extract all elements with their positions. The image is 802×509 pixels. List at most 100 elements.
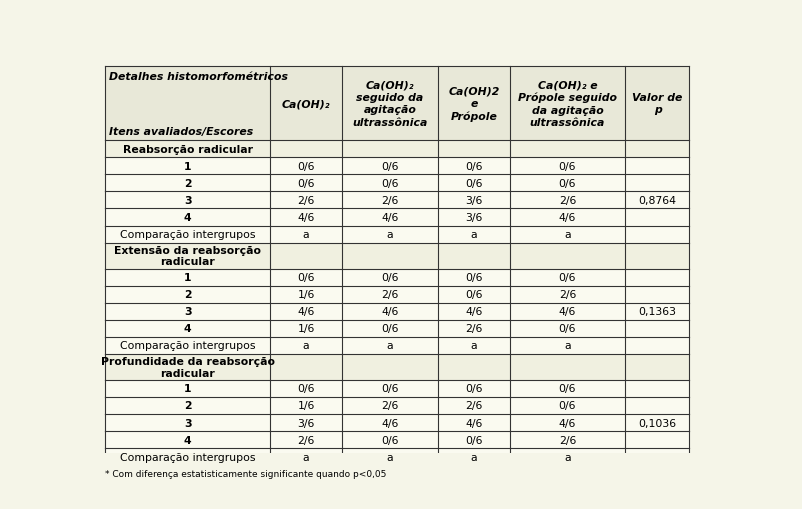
Text: 0/6: 0/6 xyxy=(297,384,314,393)
Text: 2/6: 2/6 xyxy=(381,195,399,206)
Text: Itens avaliados/Escores: Itens avaliados/Escores xyxy=(109,127,253,137)
Text: * Com diferença estatisticamente significante quando p<0,05: * Com diferença estatisticamente signifi… xyxy=(105,469,387,478)
Text: 4/6: 4/6 xyxy=(381,213,399,222)
Bar xyxy=(105,337,688,354)
Text: 2/6: 2/6 xyxy=(558,435,575,445)
Text: 0/6: 0/6 xyxy=(381,179,399,188)
Text: 2/6: 2/6 xyxy=(465,401,482,411)
Text: 3/6: 3/6 xyxy=(465,213,482,222)
Bar xyxy=(105,320,688,337)
Bar xyxy=(105,431,688,448)
Bar xyxy=(105,158,688,175)
Text: 0/6: 0/6 xyxy=(464,384,482,393)
Text: 0/6: 0/6 xyxy=(464,272,482,282)
Text: 2/6: 2/6 xyxy=(558,195,575,206)
Text: a: a xyxy=(564,452,570,462)
Text: 2/6: 2/6 xyxy=(465,324,482,334)
Text: 0/6: 0/6 xyxy=(464,179,482,188)
Text: 0/6: 0/6 xyxy=(297,272,314,282)
Bar xyxy=(105,397,688,414)
Text: a: a xyxy=(470,452,477,462)
Text: 0/6: 0/6 xyxy=(297,179,314,188)
Text: 2/6: 2/6 xyxy=(558,290,575,300)
Text: 3: 3 xyxy=(184,418,192,428)
Text: 0/6: 0/6 xyxy=(381,324,399,334)
Bar xyxy=(105,209,688,226)
Bar xyxy=(105,243,688,269)
Text: 0/6: 0/6 xyxy=(558,272,576,282)
Bar xyxy=(105,354,688,380)
Text: Detalhes histomorfométricos: Detalhes histomorfométricos xyxy=(109,72,288,81)
Text: 0/6: 0/6 xyxy=(464,290,482,300)
Text: 0/6: 0/6 xyxy=(381,384,399,393)
Text: 1/6: 1/6 xyxy=(297,324,314,334)
Text: 0,1363: 0,1363 xyxy=(638,306,676,317)
Text: a: a xyxy=(470,341,477,351)
Text: 0/6: 0/6 xyxy=(464,161,482,172)
Text: 0,8764: 0,8764 xyxy=(638,195,676,206)
Text: 0/6: 0/6 xyxy=(558,324,576,334)
Text: Comparação intergrupos: Comparação intergrupos xyxy=(120,341,255,351)
Bar xyxy=(105,67,688,140)
Text: 0,1036: 0,1036 xyxy=(638,418,676,428)
Text: 0/6: 0/6 xyxy=(381,435,399,445)
Text: Ca(OH)₂ e
Própole seguido
da agitação
ultrassônica: Ca(OH)₂ e Própole seguido da agitação ul… xyxy=(517,80,616,128)
Text: 1: 1 xyxy=(184,161,192,172)
Text: 4/6: 4/6 xyxy=(465,418,482,428)
Text: 2/6: 2/6 xyxy=(297,435,314,445)
Bar xyxy=(105,192,688,209)
Text: 0/6: 0/6 xyxy=(558,179,576,188)
Text: 0/6: 0/6 xyxy=(558,161,576,172)
Text: a: a xyxy=(302,341,309,351)
Text: 2/6: 2/6 xyxy=(297,195,314,206)
Bar xyxy=(105,414,688,431)
Bar xyxy=(105,286,688,303)
Bar xyxy=(105,303,688,320)
Text: 1: 1 xyxy=(184,272,192,282)
Text: Reabsorção radicular: Reabsorção radicular xyxy=(123,144,253,154)
Text: Extensão da reabsorção
radicular: Extensão da reabsorção radicular xyxy=(114,245,261,267)
Text: Ca(OH)2
e
Própole: Ca(OH)2 e Própole xyxy=(448,86,499,122)
Text: 0/6: 0/6 xyxy=(297,161,314,172)
Text: Ca(OH)₂
seguido da
agitação
ultrassônica: Ca(OH)₂ seguido da agitação ultrassônica xyxy=(352,80,427,127)
Text: 4/6: 4/6 xyxy=(558,213,575,222)
Text: 2: 2 xyxy=(184,290,192,300)
Bar xyxy=(105,380,688,397)
Text: 0/6: 0/6 xyxy=(558,384,576,393)
Text: 4: 4 xyxy=(184,213,192,222)
Text: Ca(OH)₂: Ca(OH)₂ xyxy=(282,99,330,109)
Text: 2/6: 2/6 xyxy=(381,290,399,300)
Bar xyxy=(105,448,688,465)
Text: 4/6: 4/6 xyxy=(381,418,399,428)
Text: 4/6: 4/6 xyxy=(297,213,314,222)
Bar xyxy=(105,175,688,192)
Text: 2/6: 2/6 xyxy=(381,401,399,411)
Bar xyxy=(105,140,688,158)
Text: 4/6: 4/6 xyxy=(558,418,575,428)
Text: 3/6: 3/6 xyxy=(465,195,482,206)
Text: Comparação intergrupos: Comparação intergrupos xyxy=(120,452,255,462)
Text: 2: 2 xyxy=(184,401,192,411)
Text: 4/6: 4/6 xyxy=(297,306,314,317)
Text: a: a xyxy=(387,230,393,240)
Text: Valor de
p: Valor de p xyxy=(632,93,682,115)
Text: a: a xyxy=(387,452,393,462)
Text: 0/6: 0/6 xyxy=(381,272,399,282)
Text: 4/6: 4/6 xyxy=(465,306,482,317)
Text: 4/6: 4/6 xyxy=(558,306,575,317)
Text: 0/6: 0/6 xyxy=(381,161,399,172)
Text: Comparação intergrupos: Comparação intergrupos xyxy=(120,230,255,240)
Text: 1/6: 1/6 xyxy=(297,290,314,300)
Text: 3/6: 3/6 xyxy=(297,418,314,428)
Text: 1: 1 xyxy=(184,384,192,393)
Text: 1/6: 1/6 xyxy=(297,401,314,411)
Text: Profundidade da reabsorção
radicular: Profundidade da reabsorção radicular xyxy=(101,356,274,378)
Text: 0/6: 0/6 xyxy=(464,435,482,445)
Text: a: a xyxy=(302,452,309,462)
Text: a: a xyxy=(564,230,570,240)
Text: 3: 3 xyxy=(184,195,192,206)
Text: 4: 4 xyxy=(184,324,192,334)
Text: a: a xyxy=(302,230,309,240)
Text: 0/6: 0/6 xyxy=(558,401,576,411)
Text: 4: 4 xyxy=(184,435,192,445)
